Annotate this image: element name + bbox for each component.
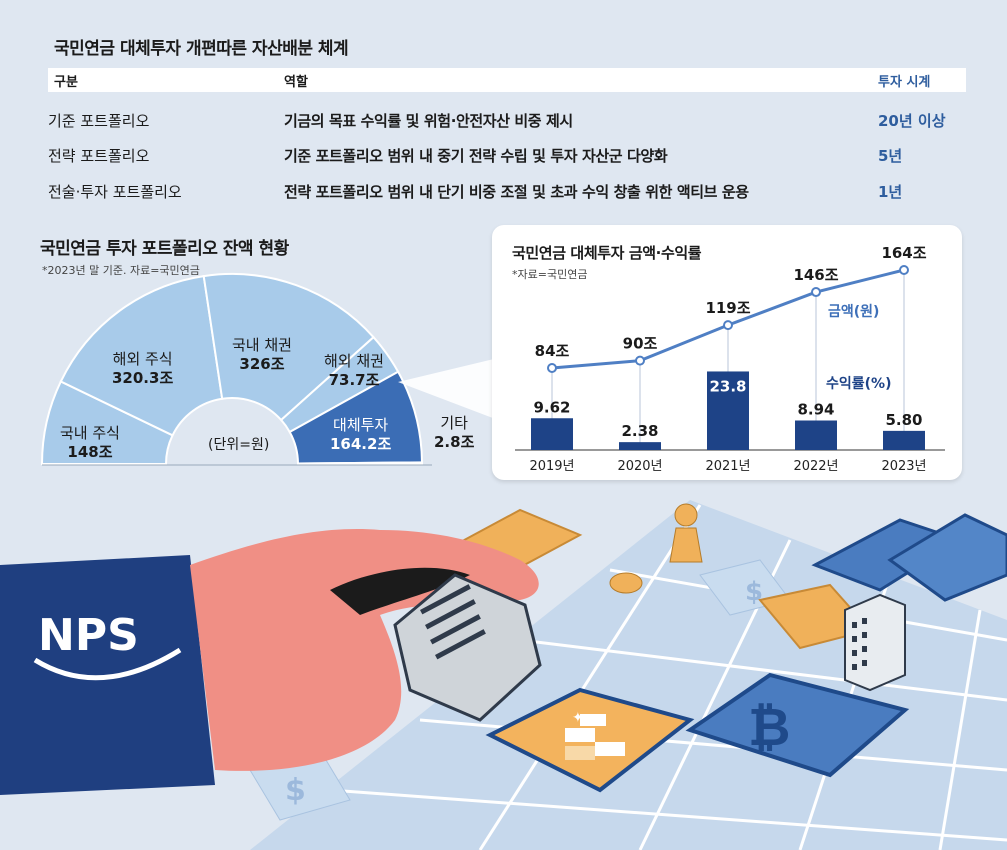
line-value-label: 90조 [623, 335, 658, 353]
donut-label: 해외 채권 73.7조 [324, 352, 384, 389]
svg-text:✦: ✦ [572, 710, 584, 726]
table-row: 전략 포트폴리오 기준 포트폴리오 범위 내 중기 전략 수립 및 투자 자산군… [48, 139, 966, 171]
callout-pointer [398, 358, 498, 420]
row-horizon: 20년 이상 [878, 112, 946, 130]
line-value-label: 119조 [705, 299, 750, 317]
donut-unit: (단위=원) [208, 437, 270, 453]
donut-label: 해외 주식 320.3조 [112, 350, 174, 387]
line-point [723, 320, 733, 331]
bar-value-label: 2.38 [621, 422, 658, 440]
donut-slice [202, 273, 375, 422]
donut-slice [296, 461, 424, 465]
donut-slice [59, 274, 224, 437]
header-category: 구분 [54, 75, 78, 90]
gold-bars-icon: ✦ [485, 687, 695, 793]
game-pawn-icon [609, 503, 703, 594]
line-point [635, 355, 645, 366]
building-icon [844, 593, 906, 692]
line-value-label: 84조 [535, 342, 570, 360]
legend-amount: 금액(원) [828, 303, 879, 320]
alt-chart-title: 국민연금 대체투자 금액·수익률 [512, 244, 702, 262]
x-tick-label: 2022년 [793, 459, 838, 474]
row-category: 기준 포트폴리오 [48, 112, 150, 130]
row-role: 기금의 목표 수익률 및 위험·안전자산 비중 제시 [284, 112, 573, 130]
donut-label: 국내 주식 148조 [60, 424, 120, 461]
bar-value-label: 23.8 [709, 377, 746, 395]
x-tick-label: 2023년 [881, 459, 926, 474]
bar-value-label: 8.94 [797, 400, 834, 418]
donut-label: 기타 2.8조 [434, 414, 475, 451]
table-title: 국민연금 대체투자 개편따른 자산배분 체계 [54, 39, 349, 59]
alt-chart-note: *자료=국민연금 [512, 268, 588, 281]
row-category: 전술·투자 포트폴리오 [48, 183, 182, 201]
x-tick-label: 2021년 [705, 459, 750, 474]
table-header: 구분 역할 투자 시계 [48, 68, 966, 92]
table-row: 전술·투자 포트폴리오 전략 포트폴리오 범위 내 단기 비중 조절 및 초과 … [48, 175, 966, 207]
x-tick-label: 2020년 [617, 459, 662, 474]
bar-value-label: 5.80 [885, 411, 922, 429]
bar [795, 420, 837, 450]
bar [531, 418, 573, 450]
row-role: 전략 포트폴리오 범위 내 단기 비중 조절 및 초과 수익 창출 위한 액티브… [284, 183, 749, 201]
row-category: 전략 포트폴리오 [48, 147, 150, 165]
portfolio-title: 국민연금 투자 포트폴리오 잔액 현황 [40, 239, 289, 259]
line-point [547, 363, 557, 373]
line-point [899, 265, 909, 275]
bitcoin-icon: ₿ [685, 672, 910, 778]
line-point [811, 287, 821, 298]
nps-logo: NPS [38, 610, 139, 661]
bar [619, 442, 661, 450]
svg-text:₿: ₿ [748, 698, 790, 758]
x-tick-label: 2019년 [529, 459, 574, 474]
header-horizon: 투자 시계 [878, 75, 931, 90]
bar [883, 430, 925, 450]
donut-label-highlight: 대체투자 164.2조 [330, 416, 392, 453]
donut-label: 국내 채권 326조 [232, 336, 292, 373]
svg-text:$: $ [285, 773, 306, 808]
header-role: 역할 [284, 75, 308, 90]
bar [707, 371, 749, 450]
line-value-label: 164조 [881, 244, 926, 262]
row-role: 기준 포트폴리오 범위 내 중기 전략 수립 및 투자 자산군 다양화 [284, 147, 668, 165]
legend-return: 수익률(%) [826, 375, 891, 392]
bar-value-label: 9.62 [533, 398, 570, 416]
line-value-label: 146조 [793, 266, 838, 284]
portfolio-note: *2023년 말 기준. 자료=국민연금 [42, 264, 200, 277]
table-row: 기준 포트폴리오 기금의 목표 수익률 및 위험·안전자산 비중 제시 20년 … [48, 104, 966, 136]
row-horizon: 5년 [878, 147, 903, 165]
row-horizon: 1년 [878, 183, 903, 201]
